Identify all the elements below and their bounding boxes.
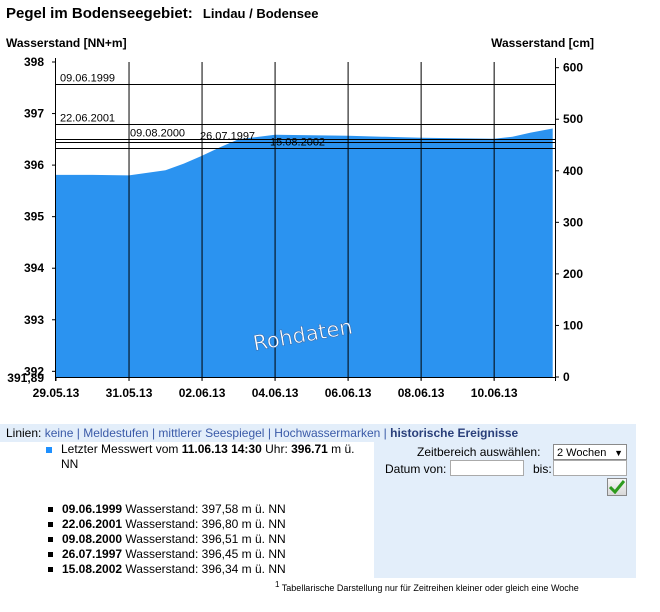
right-tick-label: 0 [563, 370, 570, 384]
right-tick-label: 500 [563, 112, 583, 126]
legend-square-icon [46, 447, 52, 453]
date-to-input[interactable] [553, 460, 627, 476]
left-axis-bottom-label: 391,89 [7, 371, 44, 385]
line-options-bar: Linien: keine | Meldestufen | mittlerer … [0, 424, 636, 442]
right-tick-label: 600 [563, 61, 583, 75]
x-tick-label: 08.06.13 [398, 386, 445, 400]
range-label: Zeitbereich auswählen: [417, 445, 541, 459]
title-text: Pegel im Bodenseegebiet: [6, 5, 193, 22]
left-tick-label: 392 [24, 364, 44, 378]
list-item: 15.08.2002 Wasserstand: 396,34 m ü. NN [46, 562, 286, 577]
reference-line-label: 15.08.2002 [270, 137, 325, 149]
latest-value-block: Letzter Messwert vom 11.06.13 14:30 Uhr:… [46, 442, 366, 472]
water-level-area [56, 128, 553, 377]
latest-datetime: 11.06.13 14:30 [181, 442, 262, 456]
water-level-chart: 09.06.1999 22.06.2001 09.08.2000 26.07.1997… [7, 55, 583, 400]
bullet-icon [48, 552, 53, 557]
line-option-meldestufen[interactable]: Meldestufen [83, 426, 149, 440]
left-tick-label: 393 [24, 313, 44, 327]
left-tick-label: 398 [24, 55, 44, 69]
date-from-input[interactable] [450, 460, 524, 476]
list-item: 09.08.2000 Wasserstand: 396,51 m ü. NN [46, 532, 286, 547]
time-range-panel: Zeitbereich auswählen: 2 Wochen ▼ Datum … [374, 442, 636, 578]
bullet-icon [48, 522, 53, 527]
x-tick-label: 31.05.13 [106, 386, 153, 400]
historic-events-list: 09.06.1999 Wasserstand: 397,58 m ü. NN 2… [46, 502, 286, 577]
reference-line-label: 09.06.1999 [60, 73, 115, 85]
reference-line-label: 22.06.2001 [60, 113, 115, 125]
footnote-mark: 1 [275, 580, 280, 589]
checkmark-icon [608, 480, 626, 495]
right-axis-title: Wasserstand [cm] [491, 36, 594, 50]
x-tick-label: 29.05.13 [33, 386, 80, 400]
bullet-icon [48, 537, 53, 542]
list-item: 26.07.1997 Wasserstand: 396,45 m ü. NN [46, 547, 286, 562]
submit-button[interactable] [607, 478, 627, 496]
line-option-historische-ereignisse[interactable]: historische Ereignisse [390, 426, 519, 440]
left-tick-label: 396 [24, 158, 44, 172]
line-options-prefix: Linien: [6, 426, 42, 440]
left-axis-title: Wasserstand [NN+m] [6, 36, 127, 50]
x-tick-label: 10.06.13 [471, 386, 518, 400]
lower-section: Letzter Messwert vom 11.06.13 14:30 Uhr:… [0, 442, 636, 578]
date-to-label: bis: [533, 462, 552, 476]
reference-line-label: 26.07.1997 [200, 131, 255, 143]
bullet-icon [48, 507, 53, 512]
footnote-text: Tabellarische Darstellung nur für Zeitre… [281, 583, 579, 593]
date-from-label: Datum von: [385, 462, 447, 476]
footnote: 1 Tabellarische Darstellung nur für Zeit… [275, 580, 579, 593]
right-tick-label: 200 [563, 267, 583, 281]
latest-value: 396.71 [291, 442, 328, 456]
line-option-hochwassermarken[interactable]: Hochwassermarken [274, 426, 381, 440]
left-tick-label: 395 [24, 210, 44, 224]
x-tick-label: 06.06.13 [325, 386, 372, 400]
x-tick-label: 04.06.13 [252, 386, 299, 400]
x-tick-label: 02.06.13 [179, 386, 226, 400]
station-name: Lindau / Bodensee [202, 6, 319, 21]
left-tick-label: 397 [24, 107, 44, 121]
dropdown-arrow-icon: ▼ [614, 448, 623, 458]
right-tick-label: 300 [563, 215, 583, 229]
list-item: 09.06.1999 Wasserstand: 397,58 m ü. NN [46, 502, 286, 517]
right-tick-label: 100 [563, 318, 583, 332]
line-option-mittlerer-seespiegel[interactable]: mittlerer Seespiegel [158, 426, 265, 440]
time-range-select[interactable]: 2 Wochen ▼ [553, 444, 627, 460]
latest-measurement: Letzter Messwert vom 11.06.13 14:30 Uhr:… [46, 442, 366, 472]
page-title: Pegel im Bodenseegebiet: Lindau / Bodens… [6, 5, 318, 22]
right-tick-label: 400 [563, 164, 583, 178]
list-item: 22.06.2001 Wasserstand: 396,80 m ü. NN [46, 517, 286, 532]
line-option-keine[interactable]: keine [44, 426, 74, 440]
bullet-icon [48, 567, 53, 572]
left-tick-label: 394 [24, 261, 44, 275]
reference-line-label: 09.08.2000 [130, 128, 185, 140]
